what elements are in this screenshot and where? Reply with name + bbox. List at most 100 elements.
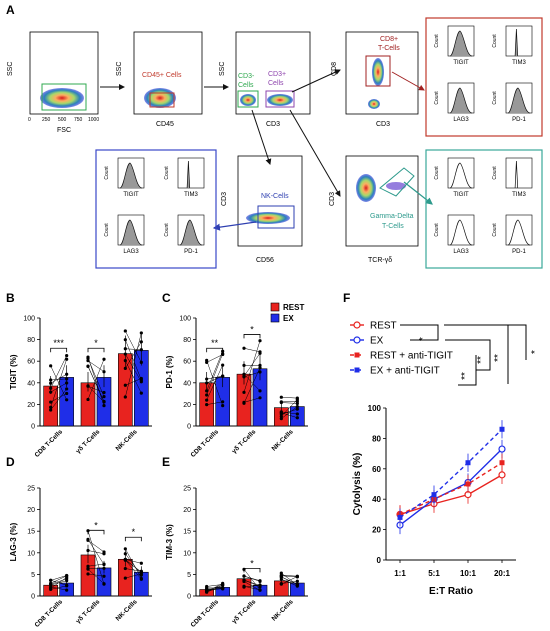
paired-line	[206, 375, 223, 380]
x-tick-label: CD8 T-Cells	[34, 598, 65, 629]
x-tick-label: γδ T-Cells	[75, 428, 102, 455]
series-line	[399, 428, 503, 519]
significance-label: *	[132, 527, 136, 537]
panel-letter-b: B	[6, 291, 15, 305]
paired-line	[125, 573, 142, 579]
data-point	[139, 360, 143, 364]
data-point	[205, 393, 209, 397]
paired-line	[125, 348, 142, 350]
y-tick-label: 60	[183, 359, 191, 366]
x-tick-label: CD8 T-Cells	[190, 428, 221, 459]
series-line	[399, 448, 503, 526]
data-point	[258, 339, 262, 343]
paired-line	[50, 585, 67, 590]
data-point	[242, 584, 246, 588]
data-point	[123, 547, 127, 551]
histogram-curve	[507, 219, 531, 246]
significance-label: *	[250, 558, 254, 568]
paired-line	[125, 378, 142, 386]
y-axis-label: Cytolysis (%)	[352, 453, 363, 516]
data-point	[139, 331, 143, 335]
histogram-marker-label: LAG3	[453, 249, 469, 255]
data-point	[498, 445, 506, 453]
axis-label: TCR-γδ	[368, 257, 392, 264]
paired-line	[243, 353, 261, 377]
tick-label: 1000	[88, 117, 99, 123]
data-point	[498, 471, 506, 479]
data-point	[221, 403, 225, 408]
legend-marker	[353, 336, 361, 344]
paired-line	[243, 371, 261, 378]
histogram-box-nk-frame	[95, 149, 217, 269]
paired-line	[206, 375, 223, 384]
data-point	[86, 538, 90, 542]
paired-line	[206, 351, 223, 391]
data-point	[258, 370, 262, 374]
data-point	[123, 395, 127, 399]
significance-bracket	[243, 334, 261, 339]
y-tick-label: 80	[183, 337, 191, 344]
x-tick-label: CD8 T-Cells	[190, 598, 221, 629]
histogram-frame	[447, 214, 475, 246]
axis-label: FSC	[57, 127, 71, 134]
histogram-count-label: Count	[492, 223, 498, 237]
data-point	[102, 357, 106, 361]
histogram-frame	[447, 157, 475, 189]
paired-line	[50, 359, 67, 408]
data-point	[49, 390, 53, 394]
paired-line	[206, 354, 223, 363]
x-tick-label: NK-Cells	[271, 598, 295, 622]
data-point	[258, 363, 262, 367]
axis-label: CD3	[221, 192, 228, 206]
paired-line	[281, 411, 298, 415]
gate-label: CD45+ Cells	[142, 72, 182, 79]
data-point	[295, 574, 299, 579]
tick-label: 750	[74, 117, 83, 123]
paired-line	[50, 578, 67, 585]
y-tick-label: 20	[183, 507, 191, 514]
data-point	[65, 377, 69, 381]
axis-label: SSC	[7, 62, 14, 76]
data-point	[139, 340, 143, 344]
y-tick-label: 60	[27, 359, 35, 366]
gate-label: Cells	[268, 80, 284, 87]
significance-bracket	[87, 529, 105, 535]
axis-label: CD3	[266, 121, 280, 128]
x-tick-label: NK-Cells	[271, 428, 295, 452]
y-tick-label: 80	[27, 337, 35, 344]
legend-marker	[353, 321, 361, 329]
y-tick-label: 0	[187, 594, 191, 601]
legend-label: REST + anti-TIGIT	[370, 351, 453, 362]
data-point	[295, 412, 299, 416]
data-point	[205, 381, 209, 385]
gate-label: CD8+	[380, 36, 398, 43]
data-point	[65, 357, 69, 361]
data-point	[242, 374, 246, 378]
legend-label-ex: EX	[283, 314, 294, 323]
legend-label: EX + anti-TIGIT	[370, 366, 440, 377]
data-point	[279, 400, 283, 405]
data-point	[205, 377, 209, 381]
gating-plot-cd8: CD8+ T-Cells CD8 CD3	[331, 31, 419, 128]
data-point	[279, 571, 283, 575]
data-point	[242, 574, 246, 578]
tick-label: 250	[42, 117, 51, 123]
paired-line	[125, 360, 142, 394]
x-tick-label: 20:1	[494, 569, 511, 578]
data-point	[205, 403, 209, 407]
axis-label: CD56	[256, 257, 274, 264]
gating-plot-fsc-ssc: SSC FSC 0 250 500 750 1000	[7, 31, 99, 134]
gate-label: NK-Cells	[261, 193, 289, 200]
histogram-curve	[186, 160, 191, 189]
gate-label: T-Cells	[382, 223, 404, 230]
histogram-count-label: Count	[492, 166, 498, 180]
gate-label: CD3-	[238, 73, 255, 80]
panel-letter-e: E	[162, 455, 170, 469]
data-point	[123, 359, 127, 363]
series-line	[399, 462, 503, 516]
paired-line	[87, 573, 105, 577]
data-point	[123, 566, 127, 571]
series-line	[399, 474, 503, 516]
data-point	[465, 460, 471, 466]
data-point	[465, 481, 471, 487]
